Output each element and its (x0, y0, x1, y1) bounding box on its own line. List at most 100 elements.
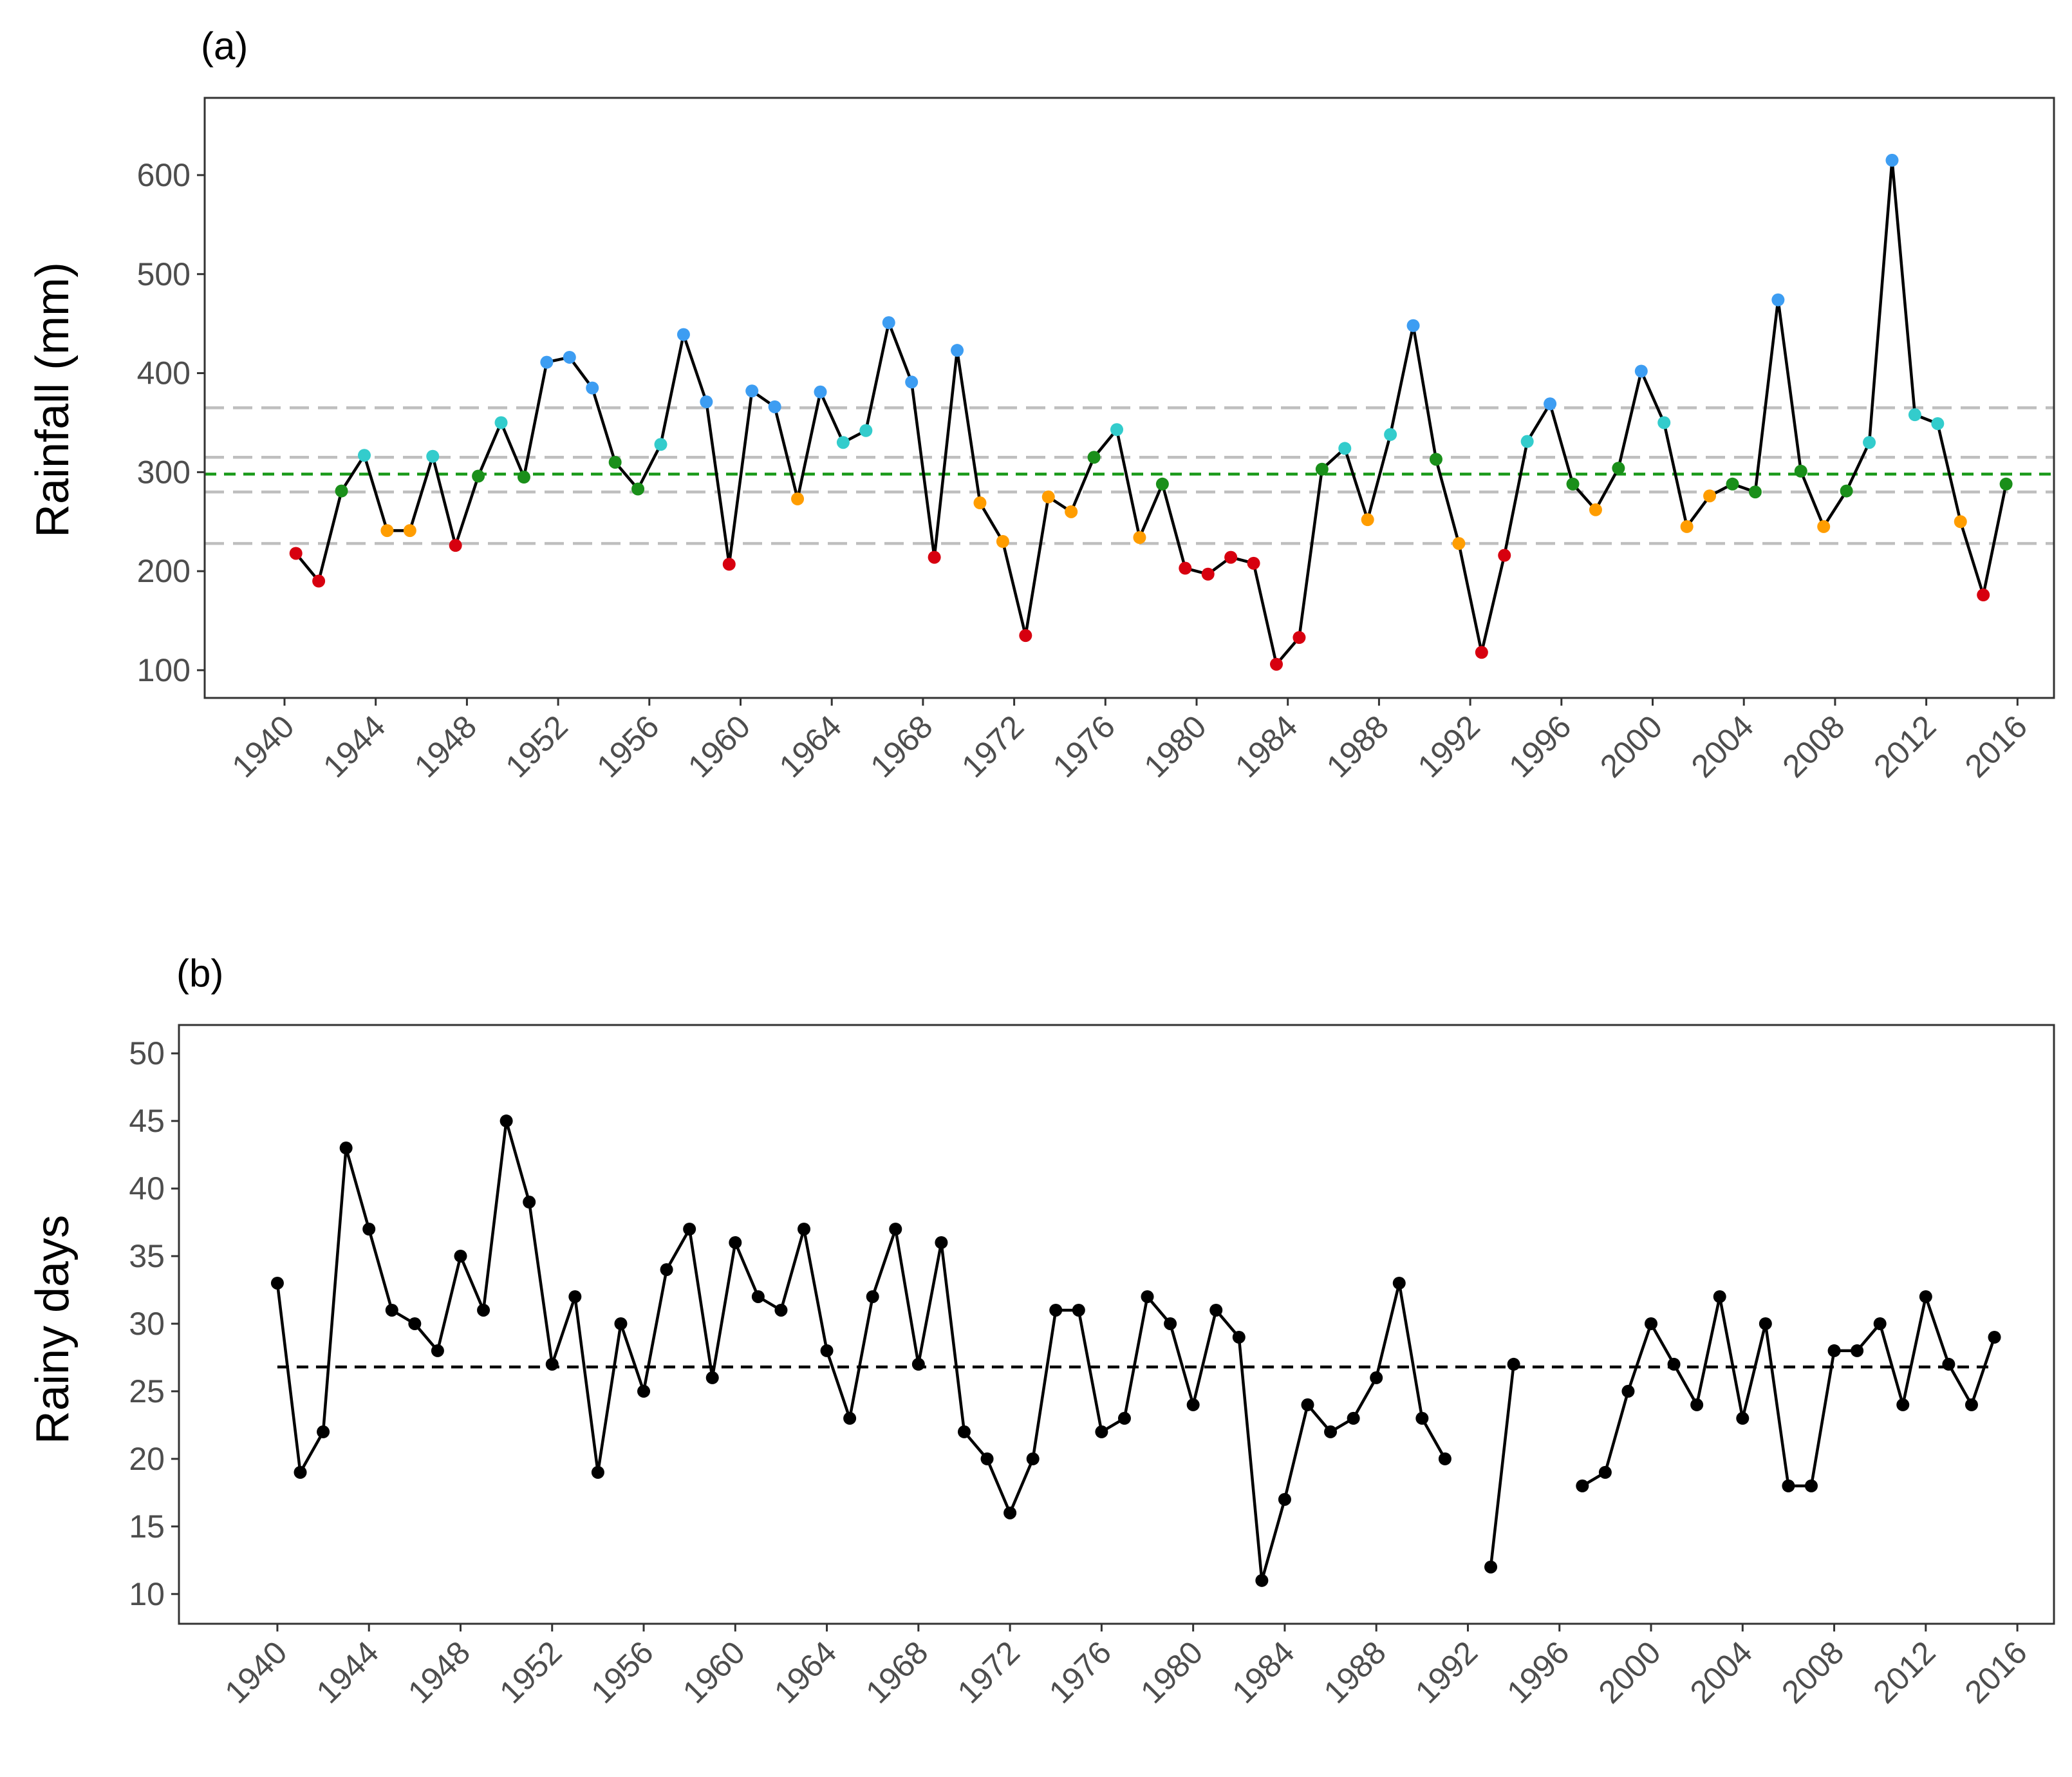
rainy-days-point-1978 (1141, 1290, 1154, 1303)
rainy-days-point-1949 (477, 1303, 490, 1317)
rainfall-y-tick-label: 500 (137, 256, 191, 292)
rainfall-point-1988 (1384, 428, 1397, 441)
rainy-days-point-1980 (1186, 1398, 1200, 1411)
rainfall-x-tick-label: 1976 (1046, 708, 1122, 784)
rainy-days-point-1956 (637, 1384, 651, 1398)
rainfall-point-1963 (814, 385, 827, 399)
rainfall-point-1994 (1520, 435, 1534, 448)
rainy-days-point-1989 (1392, 1276, 1406, 1290)
rainy-days-x-tick-label: 2012 (1866, 1634, 1942, 1710)
rainfall-point-1965 (859, 424, 873, 437)
rainy-days-x-tick-label: 1940 (218, 1634, 294, 1710)
rainy-days-point-1984 (1278, 1492, 1291, 1506)
rainfall-point-2004 (1748, 485, 1762, 499)
rainfall-x-tick-label: 2004 (1685, 708, 1760, 784)
rainy-days-point-1957 (660, 1263, 673, 1276)
rainfall-series (294, 158, 2008, 666)
rainy-days-point-1997 (1576, 1479, 1589, 1492)
rainfall-point-1989 (1406, 319, 1420, 332)
rainfall-point-1976 (1110, 423, 1124, 437)
rainy-days-point-1970 (957, 1425, 971, 1438)
rainy-days-y-tick-label: 35 (129, 1238, 165, 1274)
rainy-days-point-1991 (1438, 1452, 1451, 1465)
rainy-days-point-2014 (1965, 1398, 1978, 1411)
rainy-days-point-2013 (1942, 1357, 1955, 1371)
rainfall-point-1966 (882, 316, 895, 330)
rainfall-point-2007 (1817, 520, 1831, 533)
rainfall-point-1960 (745, 384, 759, 398)
rainy-days-point-1973 (1026, 1452, 1040, 1465)
rainfall-point-1995 (1544, 397, 1557, 411)
rainfall-points (289, 153, 2013, 671)
rainfall-point-1955 (631, 482, 645, 496)
rainfall-x-tick-label: 1960 (681, 708, 757, 784)
rainfall-point-1981 (1224, 550, 1238, 564)
rainfall-point-1985 (1315, 462, 1329, 476)
rainy-days-y-axis: 10 15 20 25 30 35 40 45 50 (129, 1035, 179, 1612)
rainy-days-point-1971 (980, 1452, 994, 1465)
rainy-days-y-tick-label: 20 (129, 1441, 165, 1477)
panel-a-label: (a) (201, 24, 248, 68)
rainy-days-point-1950 (499, 1114, 513, 1128)
rainfall-point-1949 (494, 416, 508, 429)
rainfall-point-1951 (540, 355, 554, 369)
rainy-days-x-tick-label: 2004 (1683, 1634, 1759, 1710)
rainfall-point-1948 (472, 469, 485, 483)
rainy-days-y-tick-label: 10 (129, 1576, 165, 1612)
rainy-days-point-1981 (1209, 1303, 1223, 1317)
rainfall-point-1947 (449, 539, 462, 552)
rainy-days-y-tick-label: 15 (129, 1509, 165, 1545)
rainy-days-point-1944 (362, 1222, 376, 1236)
rainy-days-point-2005 (1759, 1317, 1772, 1330)
rainfall-point-1968 (928, 550, 941, 564)
rainy-days-point-1958 (683, 1222, 696, 1236)
rainfall-point-1979 (1179, 561, 1192, 575)
rainfall-point-1972 (1019, 629, 1032, 643)
rainfall-point-2009 (1863, 436, 1876, 449)
rainfall-point-2001 (1680, 520, 1694, 533)
rainfall-x-tick-label: 1944 (316, 708, 392, 784)
rainy-days-x-tick-label: 1956 (584, 1634, 660, 1710)
rainfall-point-1967 (905, 375, 919, 389)
rainy-days-point-1947 (431, 1344, 444, 1357)
rainy-days-x-tick-label: 1980 (1134, 1634, 1209, 1710)
rainy-days-point-1985 (1301, 1398, 1314, 1411)
rainfall-point-1944 (380, 524, 394, 538)
rainfall-y-tick-label: 400 (137, 355, 191, 391)
rainy-days-point-1972 (1003, 1506, 1017, 1519)
rainfall-point-1942 (335, 484, 348, 498)
rainy-days-point-1965 (843, 1411, 857, 1425)
rainfall-point-1982 (1247, 556, 1260, 570)
rainy-days-point-1948 (454, 1249, 467, 1263)
rainy-days-line-segment (1489, 1364, 1515, 1568)
rainy-days-point-2006 (1782, 1479, 1795, 1492)
rainy-days-point-2004 (1736, 1411, 1750, 1425)
rainfall-point-1970 (973, 496, 987, 510)
rainfall-point-1977 (1133, 531, 1146, 544)
rainfall-point-1964 (836, 436, 850, 449)
rainy-days-point-1955 (614, 1317, 628, 1330)
rainy-days-points (270, 1114, 2001, 1587)
rainfall-y-tick-label: 300 (137, 454, 191, 490)
rainy-days-point-1975 (1072, 1303, 1085, 1317)
rainfall-x-tick-label: 1984 (1228, 708, 1304, 784)
rainfall-point-1997 (1589, 503, 1602, 516)
rainfall-point-1978 (1155, 477, 1169, 491)
rainy-days-point-2007 (1804, 1479, 1818, 1492)
rainy-days-point-2000 (1645, 1317, 1658, 1330)
rainfall-x-tick-label: 1992 (1411, 708, 1487, 784)
rainfall-y-tick-label: 100 (137, 652, 191, 688)
rainy-days-x-tick-label: 2000 (1592, 1634, 1668, 1710)
rainy-days-x-tick-label: 1960 (676, 1634, 752, 1710)
rainfall-point-1961 (768, 400, 781, 413)
rainfall-line-segment (294, 158, 2008, 666)
rainy-days-point-2010 (1873, 1317, 1887, 1330)
rainy-days-point-1994 (1507, 1357, 1520, 1371)
rainy-days-point-1977 (1117, 1411, 1131, 1425)
rainy-days-line-segment (275, 1119, 1446, 1583)
rainfall-point-1974 (1065, 505, 1078, 518)
rainfall-point-2014 (1977, 588, 1990, 602)
rainfall-x-tick-label: 2008 (1775, 708, 1851, 784)
rainy-days-point-1946 (408, 1317, 422, 1330)
rainy-days-point-1988 (1370, 1371, 1383, 1384)
